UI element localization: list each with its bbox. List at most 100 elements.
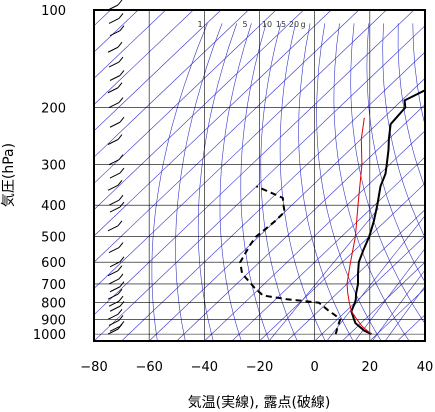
wind-barb bbox=[107, 87, 119, 94]
wind-barb-flag bbox=[119, 167, 125, 174]
isotherm-line bbox=[94, 10, 360, 263]
wind-barb-flag bbox=[117, 41, 123, 48]
y-tick-label: 200 bbox=[41, 102, 66, 117]
x-tick-label: −40 bbox=[191, 360, 218, 375]
dry-adiabat-line bbox=[260, 23, 298, 341]
isotherm-line bbox=[397, 314, 425, 341]
y-tick-label: 700 bbox=[41, 278, 66, 293]
wind-barb-flag bbox=[118, 194, 124, 201]
wind-barb-flag bbox=[117, 308, 123, 315]
y-tick-label: 1000 bbox=[33, 328, 66, 343]
wind-barb bbox=[109, 30, 121, 37]
mixing-ratio-line bbox=[268, 208, 379, 341]
wind-barb bbox=[109, 325, 121, 332]
isotherm-line bbox=[94, 10, 166, 79]
wind-barb-flag bbox=[118, 13, 124, 19]
wind-barb bbox=[109, 261, 121, 268]
dry-adiabat-line bbox=[350, 23, 425, 325]
wind-barb bbox=[109, 75, 121, 81]
wind-barb-flag bbox=[118, 295, 124, 302]
temperature-line bbox=[350, 89, 425, 336]
dry-adiabat-line bbox=[333, 23, 410, 341]
wind-barb bbox=[108, 199, 120, 206]
wind-barb-flag bbox=[118, 154, 124, 160]
isotherm-line bbox=[94, 10, 387, 289]
y-tick-label: 500 bbox=[41, 231, 66, 246]
mixing-ratio-line bbox=[372, 269, 425, 341]
isotherm-line bbox=[94, 10, 277, 184]
wind-barb bbox=[108, 278, 120, 285]
wind-barb bbox=[108, 17, 120, 24]
isotherm-line bbox=[148, 77, 425, 341]
wind-barb-flag bbox=[118, 315, 124, 321]
isotherm-line bbox=[121, 51, 425, 341]
isotherm-line bbox=[424, 340, 425, 341]
dry-adiabat-line bbox=[175, 23, 223, 341]
isotherm-line bbox=[94, 10, 332, 237]
isotherm-line bbox=[259, 182, 425, 341]
wind-barb bbox=[108, 61, 120, 68]
isotherm-line bbox=[94, 10, 194, 105]
wind-barb bbox=[107, 139, 119, 145]
wind-barb-flag bbox=[119, 281, 125, 288]
wind-barb-flag bbox=[117, 0, 123, 6]
y-tick-label: 800 bbox=[41, 297, 66, 312]
wind-barb bbox=[107, 313, 119, 320]
dry-adiabat-line bbox=[316, 23, 382, 341]
isotherm-line bbox=[94, 10, 139, 53]
dry-adiabat-line bbox=[428, 23, 435, 341]
dry-adiabat-line bbox=[151, 23, 208, 341]
isotherm-line bbox=[342, 261, 425, 341]
wind-barb bbox=[109, 172, 121, 179]
wind-barb bbox=[107, 184, 119, 191]
dry-adiabat-line bbox=[240, 23, 270, 341]
x-tick-label: 0 bbox=[311, 360, 319, 375]
reference-lines bbox=[94, 10, 435, 341]
y-tick-label: 900 bbox=[41, 313, 66, 328]
wind-barb bbox=[107, 270, 119, 277]
wind-barb-flag bbox=[117, 180, 123, 186]
wind-barb-flag bbox=[118, 273, 124, 280]
y-tick-label: 600 bbox=[41, 256, 66, 271]
isotherm-line bbox=[286, 209, 425, 341]
wind-barb-flag bbox=[117, 265, 123, 271]
mixing-ratio-line bbox=[354, 248, 425, 341]
dry-adiabat-line bbox=[219, 23, 252, 341]
mixing-ratio-label: 10 bbox=[262, 20, 272, 29]
x-tick-label: 40 bbox=[417, 360, 434, 375]
dewpoint-line bbox=[239, 185, 342, 335]
wind-barb bbox=[108, 300, 120, 307]
wind-barb-flag bbox=[118, 242, 124, 248]
y-tick-label: 300 bbox=[41, 159, 66, 174]
x-axis-title: 気温(実線), 露点(破線) bbox=[188, 395, 331, 411]
dry-adiabat-line bbox=[412, 23, 425, 127]
wind-barb-flag bbox=[117, 134, 123, 140]
wind-barb-flag bbox=[119, 70, 125, 76]
wind-barb-flag bbox=[118, 97, 124, 103]
x-axis-ticks: −80 −60 −40 −20 0 20 40 bbox=[80, 360, 433, 375]
wind-barb-flag bbox=[117, 220, 123, 227]
y-tick-label: 100 bbox=[41, 4, 66, 19]
mixing-ratio-label: 15 bbox=[276, 20, 286, 29]
mixing-ratio-label: 20 bbox=[289, 20, 299, 29]
isotherm-line bbox=[314, 235, 425, 341]
wind-barb bbox=[107, 328, 119, 335]
wind-barb-flag bbox=[117, 323, 123, 330]
isotherm-line bbox=[231, 156, 425, 341]
dry-adiabat-line bbox=[366, 23, 425, 283]
parcel-line bbox=[346, 117, 372, 335]
isotherm-line bbox=[176, 104, 425, 341]
wind-barb-flag bbox=[117, 288, 123, 295]
wind-barb-flag bbox=[119, 300, 125, 307]
wind-barb bbox=[107, 46, 119, 53]
wind-barb bbox=[108, 319, 120, 326]
wind-barb bbox=[109, 286, 121, 293]
mixing-ratio-line bbox=[384, 285, 425, 341]
wind-barb bbox=[107, 225, 119, 232]
wind-barb-flag bbox=[117, 82, 123, 89]
plot-frame bbox=[93, 9, 426, 342]
wind-barb bbox=[108, 159, 120, 166]
isotherm-line bbox=[94, 10, 304, 211]
